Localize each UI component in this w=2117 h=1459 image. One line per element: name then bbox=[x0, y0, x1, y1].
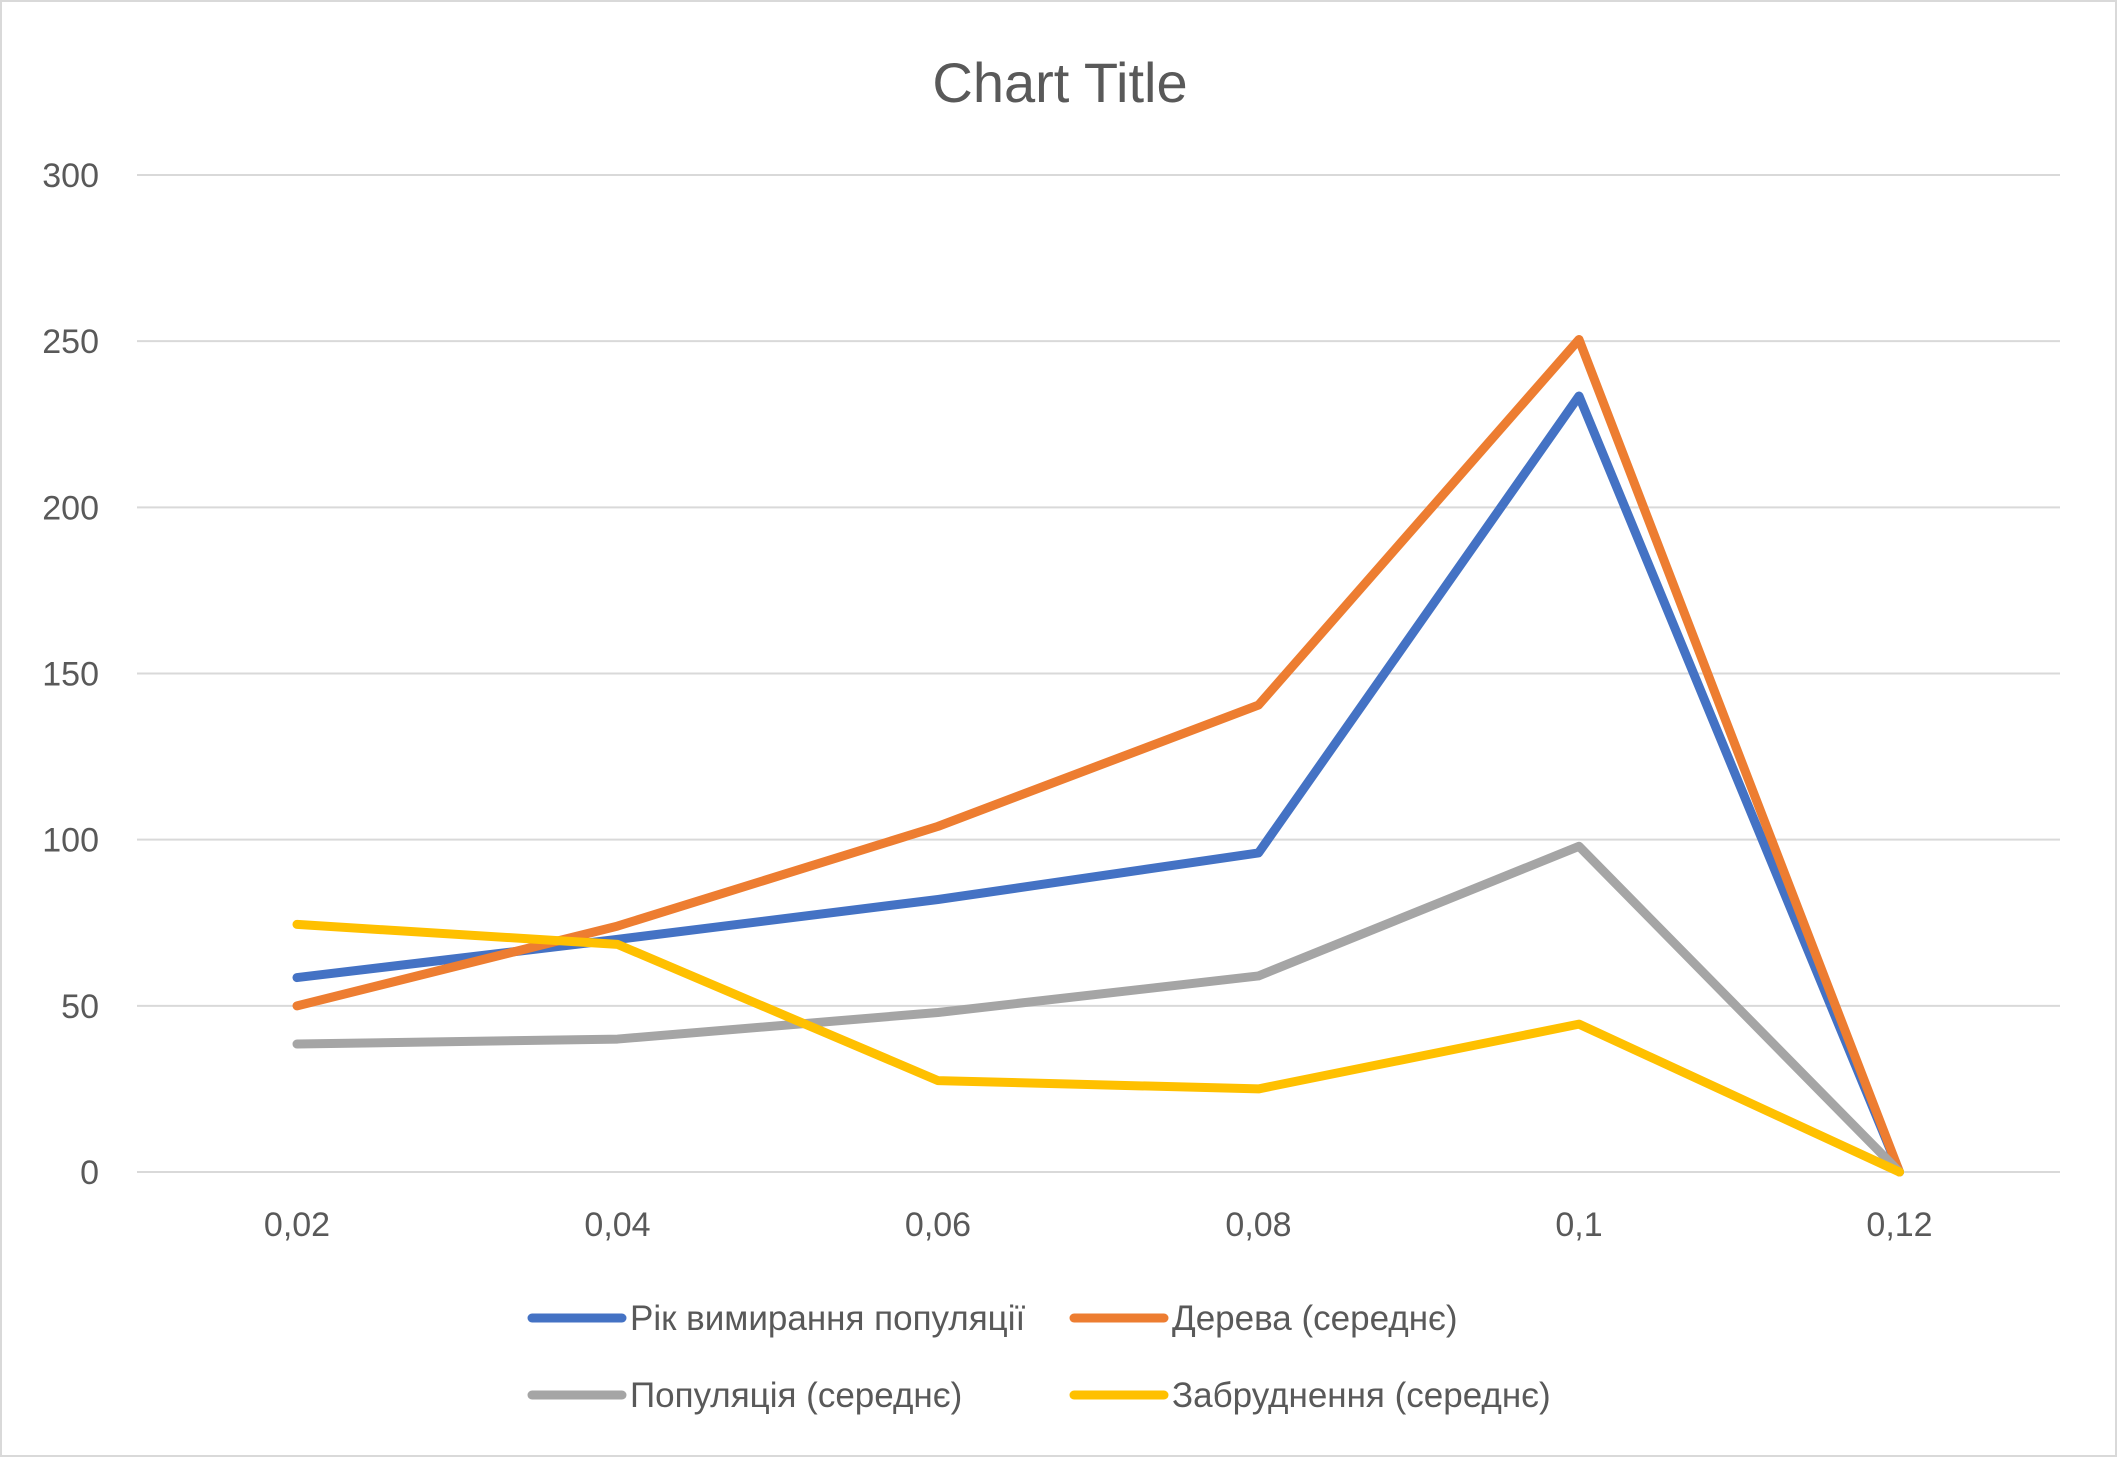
legend-item: Популяція (середнє) bbox=[527, 1376, 962, 1415]
y-axis-tick-labels: 0 50 100 150 200 250 300 bbox=[42, 157, 99, 1192]
chart-title: Chart Title bbox=[932, 51, 1187, 114]
legend-label: Забруднення (середнє) bbox=[1172, 1376, 1551, 1415]
x-tick-label: 0,02 bbox=[264, 1206, 330, 1244]
x-tick-label: 0,1 bbox=[1555, 1206, 1602, 1244]
x-tick-label: 0,06 bbox=[905, 1206, 971, 1244]
y-tick-label: 0 bbox=[80, 1154, 99, 1192]
legend-label: Популяція (середнє) bbox=[630, 1376, 962, 1415]
legend-item: Забруднення (середнє) bbox=[1069, 1376, 1551, 1415]
legend-item: Дерева (середнє) bbox=[1069, 1299, 1458, 1338]
series-line-4 bbox=[292, 919, 1904, 1177]
x-axis-tick-labels: 0,02 0,04 0,06 0,08 0,1 0,12 bbox=[264, 1206, 1933, 1244]
y-tick-label: 300 bbox=[42, 157, 99, 195]
legend-label: Дерева (середнє) bbox=[1172, 1299, 1458, 1338]
legend: Рік вимирання популяції Дерева (середнє) П… bbox=[527, 1299, 1551, 1415]
legend-label: Рік вимирання популяції bbox=[630, 1299, 1025, 1338]
x-tick-label: 0,12 bbox=[1866, 1206, 1932, 1244]
gridlines bbox=[137, 174, 2060, 1173]
series-line-3 bbox=[292, 841, 1904, 1177]
legend-item: Рік вимирання популяції bbox=[527, 1299, 1025, 1338]
series-lines bbox=[292, 335, 1904, 1177]
y-tick-label: 250 bbox=[42, 323, 99, 361]
y-tick-label: 200 bbox=[42, 489, 99, 527]
y-tick-label: 100 bbox=[42, 822, 99, 860]
series-line-2 bbox=[292, 335, 1904, 1177]
x-tick-label: 0,08 bbox=[1225, 1206, 1291, 1244]
y-tick-label: 150 bbox=[42, 656, 99, 694]
x-tick-label: 0,04 bbox=[584, 1206, 650, 1244]
y-tick-label: 50 bbox=[61, 988, 99, 1026]
series-line-1 bbox=[292, 391, 1904, 1177]
